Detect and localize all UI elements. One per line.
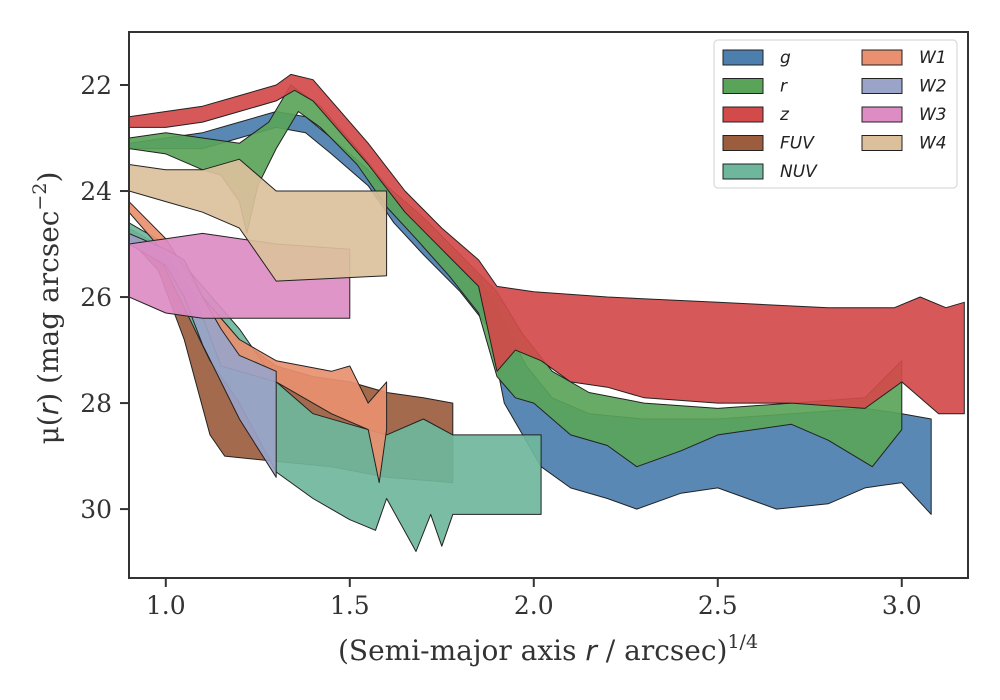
y-axis-ticks: 22 24 26 28 30 [80, 71, 129, 524]
legend-swatch-w1 [861, 49, 903, 66]
legend-swatch-w3 [861, 106, 903, 123]
x-tick-label: 1.5 [330, 591, 370, 620]
y-axis-label: μ(r) (mag arcsec−2) [29, 172, 65, 445]
y-tick-label: 26 [80, 283, 112, 312]
x-tick-label: 2.0 [514, 591, 554, 620]
band-w4 [129, 158, 388, 282]
legend-swatch-fuv [722, 135, 764, 151]
legend-swatch-z [722, 106, 764, 123]
legend-swatch-g [722, 49, 764, 66]
y-tick-label: 24 [80, 177, 112, 206]
x-tick-label: 1.0 [146, 591, 186, 620]
legend-swatch-nuv [722, 163, 764, 180]
legend-label-z: z [779, 105, 790, 125]
y-tick-label: 22 [80, 71, 112, 100]
legend-swatch-r [722, 78, 764, 94]
x-tick-label: 3.0 [882, 591, 922, 620]
bands-layer [129, 73, 965, 552]
legend: grz FUV NUV W1 W2 W3 W4 [713, 39, 958, 189]
legend-label-g: g [780, 48, 791, 68]
legend-swatch-w2 [861, 78, 903, 94]
legend-label-w4: W4 [919, 134, 947, 154]
x-tick-label: 2.5 [698, 591, 738, 620]
legend-swatch-w4 [861, 135, 903, 151]
y-tick-label: 30 [80, 495, 112, 524]
legend-label-w2: W2 [919, 77, 947, 97]
legend-label-w3: W3 [919, 105, 947, 125]
plot-frame [128, 31, 969, 579]
y-tick-label: 28 [80, 389, 112, 418]
legend-label-w1: W1 [919, 48, 947, 68]
x-axis-label: (Semi-major axis r / arcsec)1/4 [338, 631, 758, 667]
x-axis-ticks: 1.0 1.5 2.0 2.5 3.0 [146, 578, 922, 620]
legend-label-r: r [780, 77, 788, 97]
legend-label-nuv: NUV [780, 162, 818, 182]
band-z [129, 73, 965, 415]
legend-label-fuv: FUV [780, 134, 815, 154]
